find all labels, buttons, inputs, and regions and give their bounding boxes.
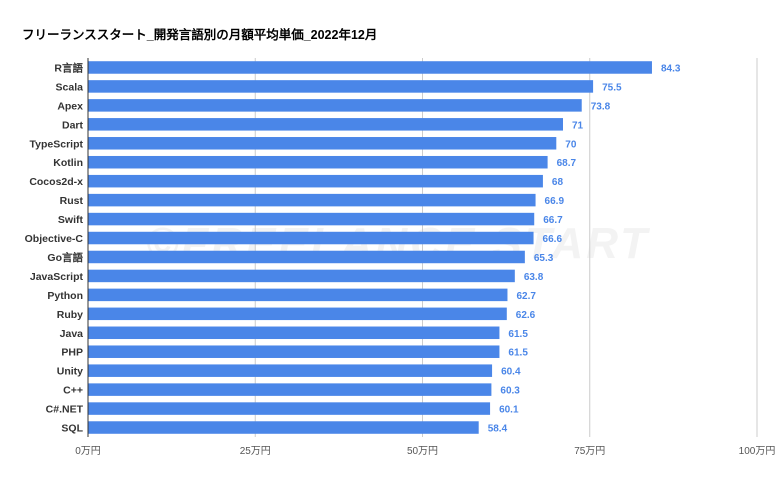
value-label: 60.3	[500, 386, 520, 397]
value-label: 68.7	[557, 158, 577, 169]
bar	[88, 250, 525, 264]
labels: R言語 84.3 Scala 75.5 Apex 73.8 Dart 71 TypeScript…	[25, 61, 681, 434]
value-label: 66.9	[545, 196, 565, 207]
x-tick-label: 0万円	[75, 446, 101, 457]
bar	[88, 307, 507, 321]
bar	[88, 212, 535, 226]
value-label: 65.3	[534, 253, 554, 264]
bar	[88, 269, 515, 283]
x-tick-label: 50万円	[407, 446, 438, 457]
bar	[88, 231, 534, 245]
bar	[88, 326, 500, 340]
value-label: 62.6	[516, 310, 536, 321]
category-label: C++	[63, 385, 83, 397]
category-label: Python	[47, 290, 83, 302]
value-label: 75.5	[602, 82, 622, 93]
value-label: 60.4	[501, 367, 521, 378]
category-label: Apex	[57, 100, 83, 112]
value-label: 60.1	[499, 405, 519, 416]
bar	[88, 118, 563, 131]
value-label: 66.6	[543, 234, 563, 245]
value-label: 84.3	[661, 63, 681, 74]
category-label: C#.NET	[46, 404, 84, 416]
category-label: Rust	[60, 195, 84, 207]
value-label: 61.5	[508, 329, 528, 340]
value-label: 61.5	[508, 348, 528, 359]
bar	[88, 402, 491, 415]
bar	[88, 345, 500, 358]
category-label: SQL	[61, 423, 83, 435]
value-label: 71	[572, 120, 584, 131]
bar	[88, 155, 548, 169]
category-label: Scala	[56, 81, 84, 93]
value-label: 58.4	[488, 424, 508, 435]
bar	[88, 137, 557, 150]
category-label: R言語	[54, 61, 83, 74]
category-label: Kotlin	[53, 157, 83, 169]
category-label: Dart	[62, 119, 84, 131]
x-tick-label: 75万円	[574, 446, 605, 457]
value-label: 70	[565, 139, 577, 150]
bar	[88, 383, 492, 396]
bar	[88, 80, 594, 93]
category-label: TypeScript	[30, 138, 84, 150]
bar	[88, 174, 543, 188]
value-label: 68	[552, 177, 564, 188]
category-label: Java	[60, 328, 84, 340]
category-label: Cocos2d-x	[29, 176, 83, 188]
x-tick-label: 100万円	[739, 446, 776, 457]
chart-title: フリーランススタート_開発言語別の月額平均単価_2022年12月	[22, 28, 378, 42]
category-label: Unity	[57, 366, 83, 378]
bar	[88, 288, 508, 302]
category-label: Swift	[58, 214, 84, 226]
bar	[88, 61, 652, 74]
bars	[88, 61, 652, 434]
x-tick-label: 25万円	[240, 446, 271, 457]
category-label: JavaScript	[30, 271, 84, 283]
category-label: Go言語	[47, 251, 83, 264]
value-label: 62.7	[516, 291, 536, 302]
bar	[88, 421, 479, 434]
value-label: 73.8	[591, 101, 611, 112]
category-label: Ruby	[57, 309, 83, 321]
category-label: PHP	[61, 347, 83, 359]
value-label: 66.7	[543, 215, 563, 226]
category-label: Objective-C	[25, 233, 84, 245]
bar	[88, 364, 493, 377]
value-label: 63.8	[524, 272, 544, 283]
bar	[88, 99, 582, 112]
axes: 0万円 25万円 50万円 75万円 100万円	[75, 58, 775, 457]
bar	[88, 193, 536, 207]
